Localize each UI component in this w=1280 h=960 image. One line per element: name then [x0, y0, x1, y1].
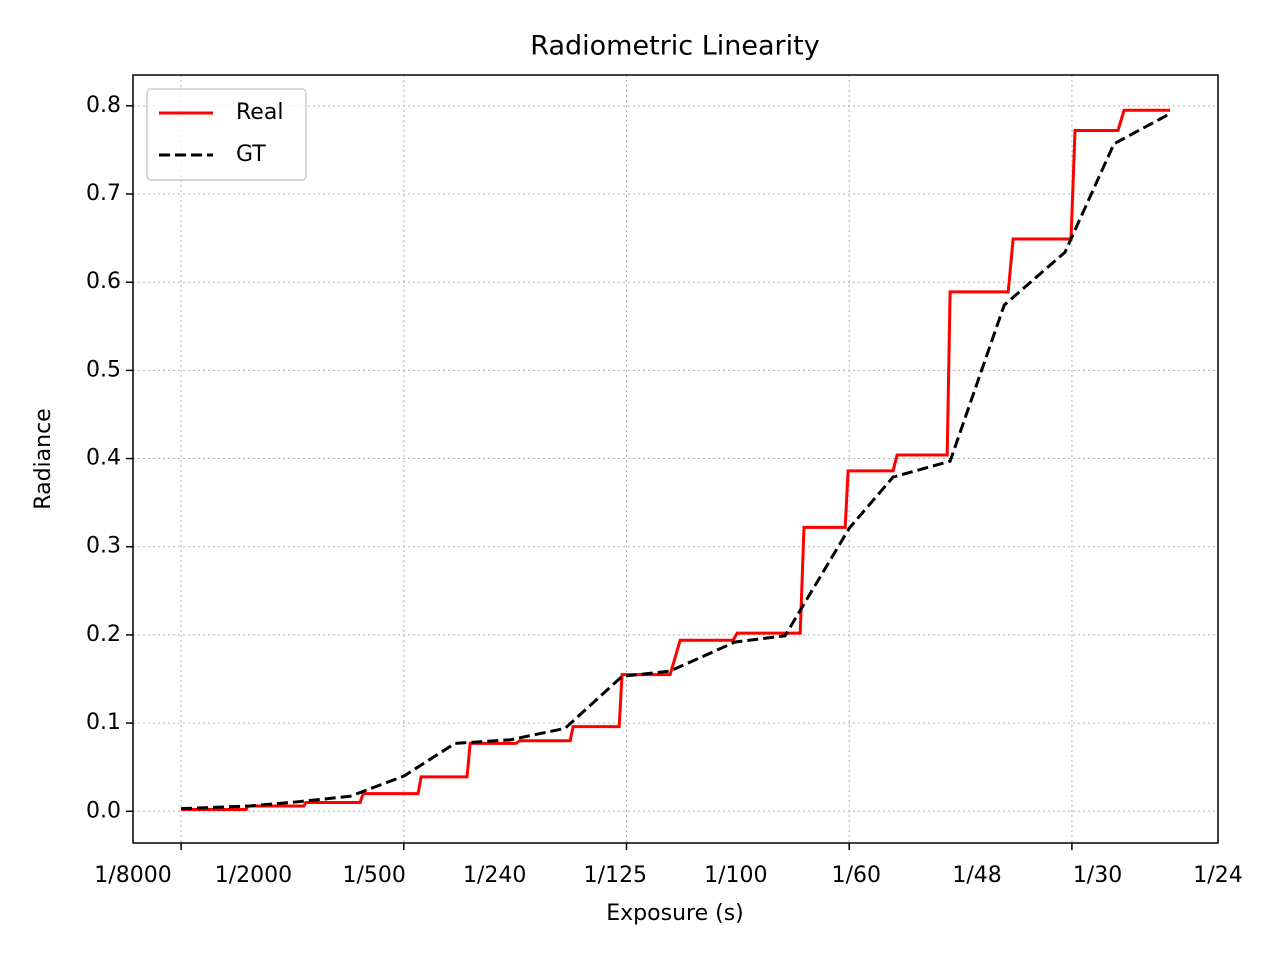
legend-label: GT: [236, 142, 266, 167]
chart-title: Radiometric Linearity: [530, 31, 819, 62]
y-tick-label: 0.8: [86, 93, 121, 118]
y-tick-label: 0.5: [86, 357, 121, 382]
y-tick-label: 0.0: [86, 798, 121, 823]
x-tick-label: 1/30: [1073, 863, 1122, 888]
legend-label: Real: [236, 100, 283, 125]
data-line: [181, 113, 1169, 811]
plot-frame: [132, 74, 1219, 844]
y-axis-label: Radiance: [31, 408, 56, 509]
x-tick-label: 1/8000: [94, 863, 171, 888]
x-tick-label: 1/240: [463, 863, 526, 888]
x-axis-label: Exposure (s): [606, 901, 743, 926]
x-tick-label: 1/500: [342, 863, 405, 888]
x-tick-label: 1/2000: [215, 863, 292, 888]
data-line: [181, 108, 1171, 811]
x-tick-label: 1/48: [952, 863, 1001, 888]
y-tick-label: 0.2: [86, 622, 121, 647]
y-tick-label: 0.6: [86, 269, 121, 294]
x-tick-label: 1/125: [584, 863, 647, 888]
y-tick-label: 0.7: [86, 181, 121, 206]
x-tick-label: 1/24: [1193, 863, 1242, 888]
y-tick-label: 0.1: [86, 710, 121, 735]
x-tick-label: 1/60: [832, 863, 881, 888]
y-tick-label: 0.3: [86, 534, 121, 559]
y-tick-label: 0.4: [86, 446, 121, 471]
x-tick-label: 1/100: [704, 863, 767, 888]
